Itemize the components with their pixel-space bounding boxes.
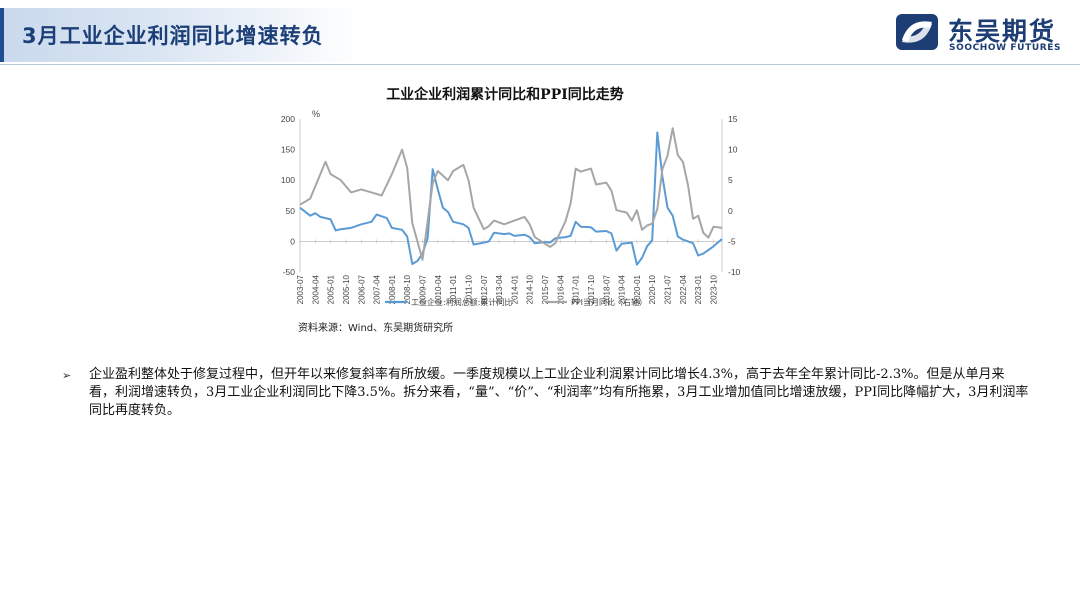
header-divider xyxy=(0,64,1080,65)
y-left-tick-label: 50 xyxy=(286,206,296,216)
x-tick-label: 2011-01 xyxy=(449,274,458,303)
x-tick-label: 2010-04 xyxy=(434,274,443,304)
x-tick-label: 2008-10 xyxy=(403,274,412,304)
x-tick-label: 2019-04 xyxy=(618,274,627,304)
y-right-tick-label: -5 xyxy=(728,236,736,246)
page-header: 3月工业企业利润同比增速转负 东吴期货 SOOCHOW FUTURES xyxy=(0,0,1080,66)
y-left-tick-label: 0 xyxy=(290,236,295,246)
analysis-paragraph: 企业盈利整体处于修复过程中，但开年以来修复斜率有所放缓。一季度规模以上工业企业利… xyxy=(89,367,1029,418)
x-tick-label: 2005-01 xyxy=(327,274,336,304)
x-tick-label: 2016-04 xyxy=(556,274,565,304)
x-tick-label: 2020-01 xyxy=(633,274,642,304)
chart-title: 工业企业利润累计同比和PPI同比走势 xyxy=(386,87,624,103)
x-tick-label: 2023-10 xyxy=(709,274,718,304)
x-tick-label: 2017-10 xyxy=(587,274,596,304)
series-line-ppi xyxy=(299,127,723,261)
x-tick-label: 2005-10 xyxy=(342,274,351,304)
x-tick-label: 2021-07 xyxy=(664,274,673,304)
title-band xyxy=(0,8,360,62)
y-left-tick-label: 150 xyxy=(281,145,295,155)
x-tick-label: 2013-04 xyxy=(495,274,504,304)
y-left-tick-label: 100 xyxy=(281,175,295,185)
x-tick-label: 2014-01 xyxy=(510,274,519,304)
x-tick-label: 2012-07 xyxy=(480,274,489,304)
x-tick-label: 2007-04 xyxy=(373,274,382,304)
legend-label-profit: 工业企业:利润总额:累计同比 xyxy=(411,297,512,307)
x-tick-label: 2003-07 xyxy=(296,274,305,304)
x-tick-label: 2006-07 xyxy=(357,274,366,304)
y-left-tick-label: 200 xyxy=(281,114,295,124)
company-logo: 东吴期货 SOOCHOW FUTURES xyxy=(894,10,1070,56)
y-left-unit-label: % xyxy=(312,109,320,119)
x-tick-label: 2011-10 xyxy=(464,274,473,303)
x-tick-label: 2014-10 xyxy=(526,274,535,304)
x-tick-label: 2017-01 xyxy=(572,274,581,304)
x-tick-label: 2009-07 xyxy=(419,274,428,304)
y-left-tick-label: -50 xyxy=(283,267,296,277)
y-right-tick-label: -10 xyxy=(728,267,741,277)
x-tick-label: 2015-07 xyxy=(541,274,550,304)
logo-mark-icon xyxy=(896,14,938,50)
y-right-tick-label: 10 xyxy=(728,145,738,155)
x-tick-label: 2004-04 xyxy=(311,274,320,304)
x-tick-label: 2008-01 xyxy=(388,274,397,304)
legend-label-ppi: PPI当月同比（右轴） xyxy=(571,297,647,307)
page-title: 3月工业企业利润同比增速转负 xyxy=(22,24,324,48)
y-right-tick-label: 5 xyxy=(728,175,733,185)
bullet-arrow-icon: ➢ xyxy=(62,369,72,382)
y-right-tick-label: 15 xyxy=(728,114,738,124)
source-note: 资料来源：Wind、东吴期货研究所 xyxy=(298,323,454,334)
x-tick-label: 2023-01 xyxy=(694,274,703,304)
y-right-tick-label: 0 xyxy=(728,206,733,216)
logo-english-text: SOOCHOW FUTURES xyxy=(949,43,1062,53)
x-tick-label: 2018-07 xyxy=(602,274,611,304)
logo-chinese-text: 东吴期货 xyxy=(948,17,1057,46)
x-tick-label: 2020-10 xyxy=(648,274,657,304)
title-accent-bar xyxy=(0,8,4,62)
x-tick-label: 2022-04 xyxy=(679,274,688,304)
